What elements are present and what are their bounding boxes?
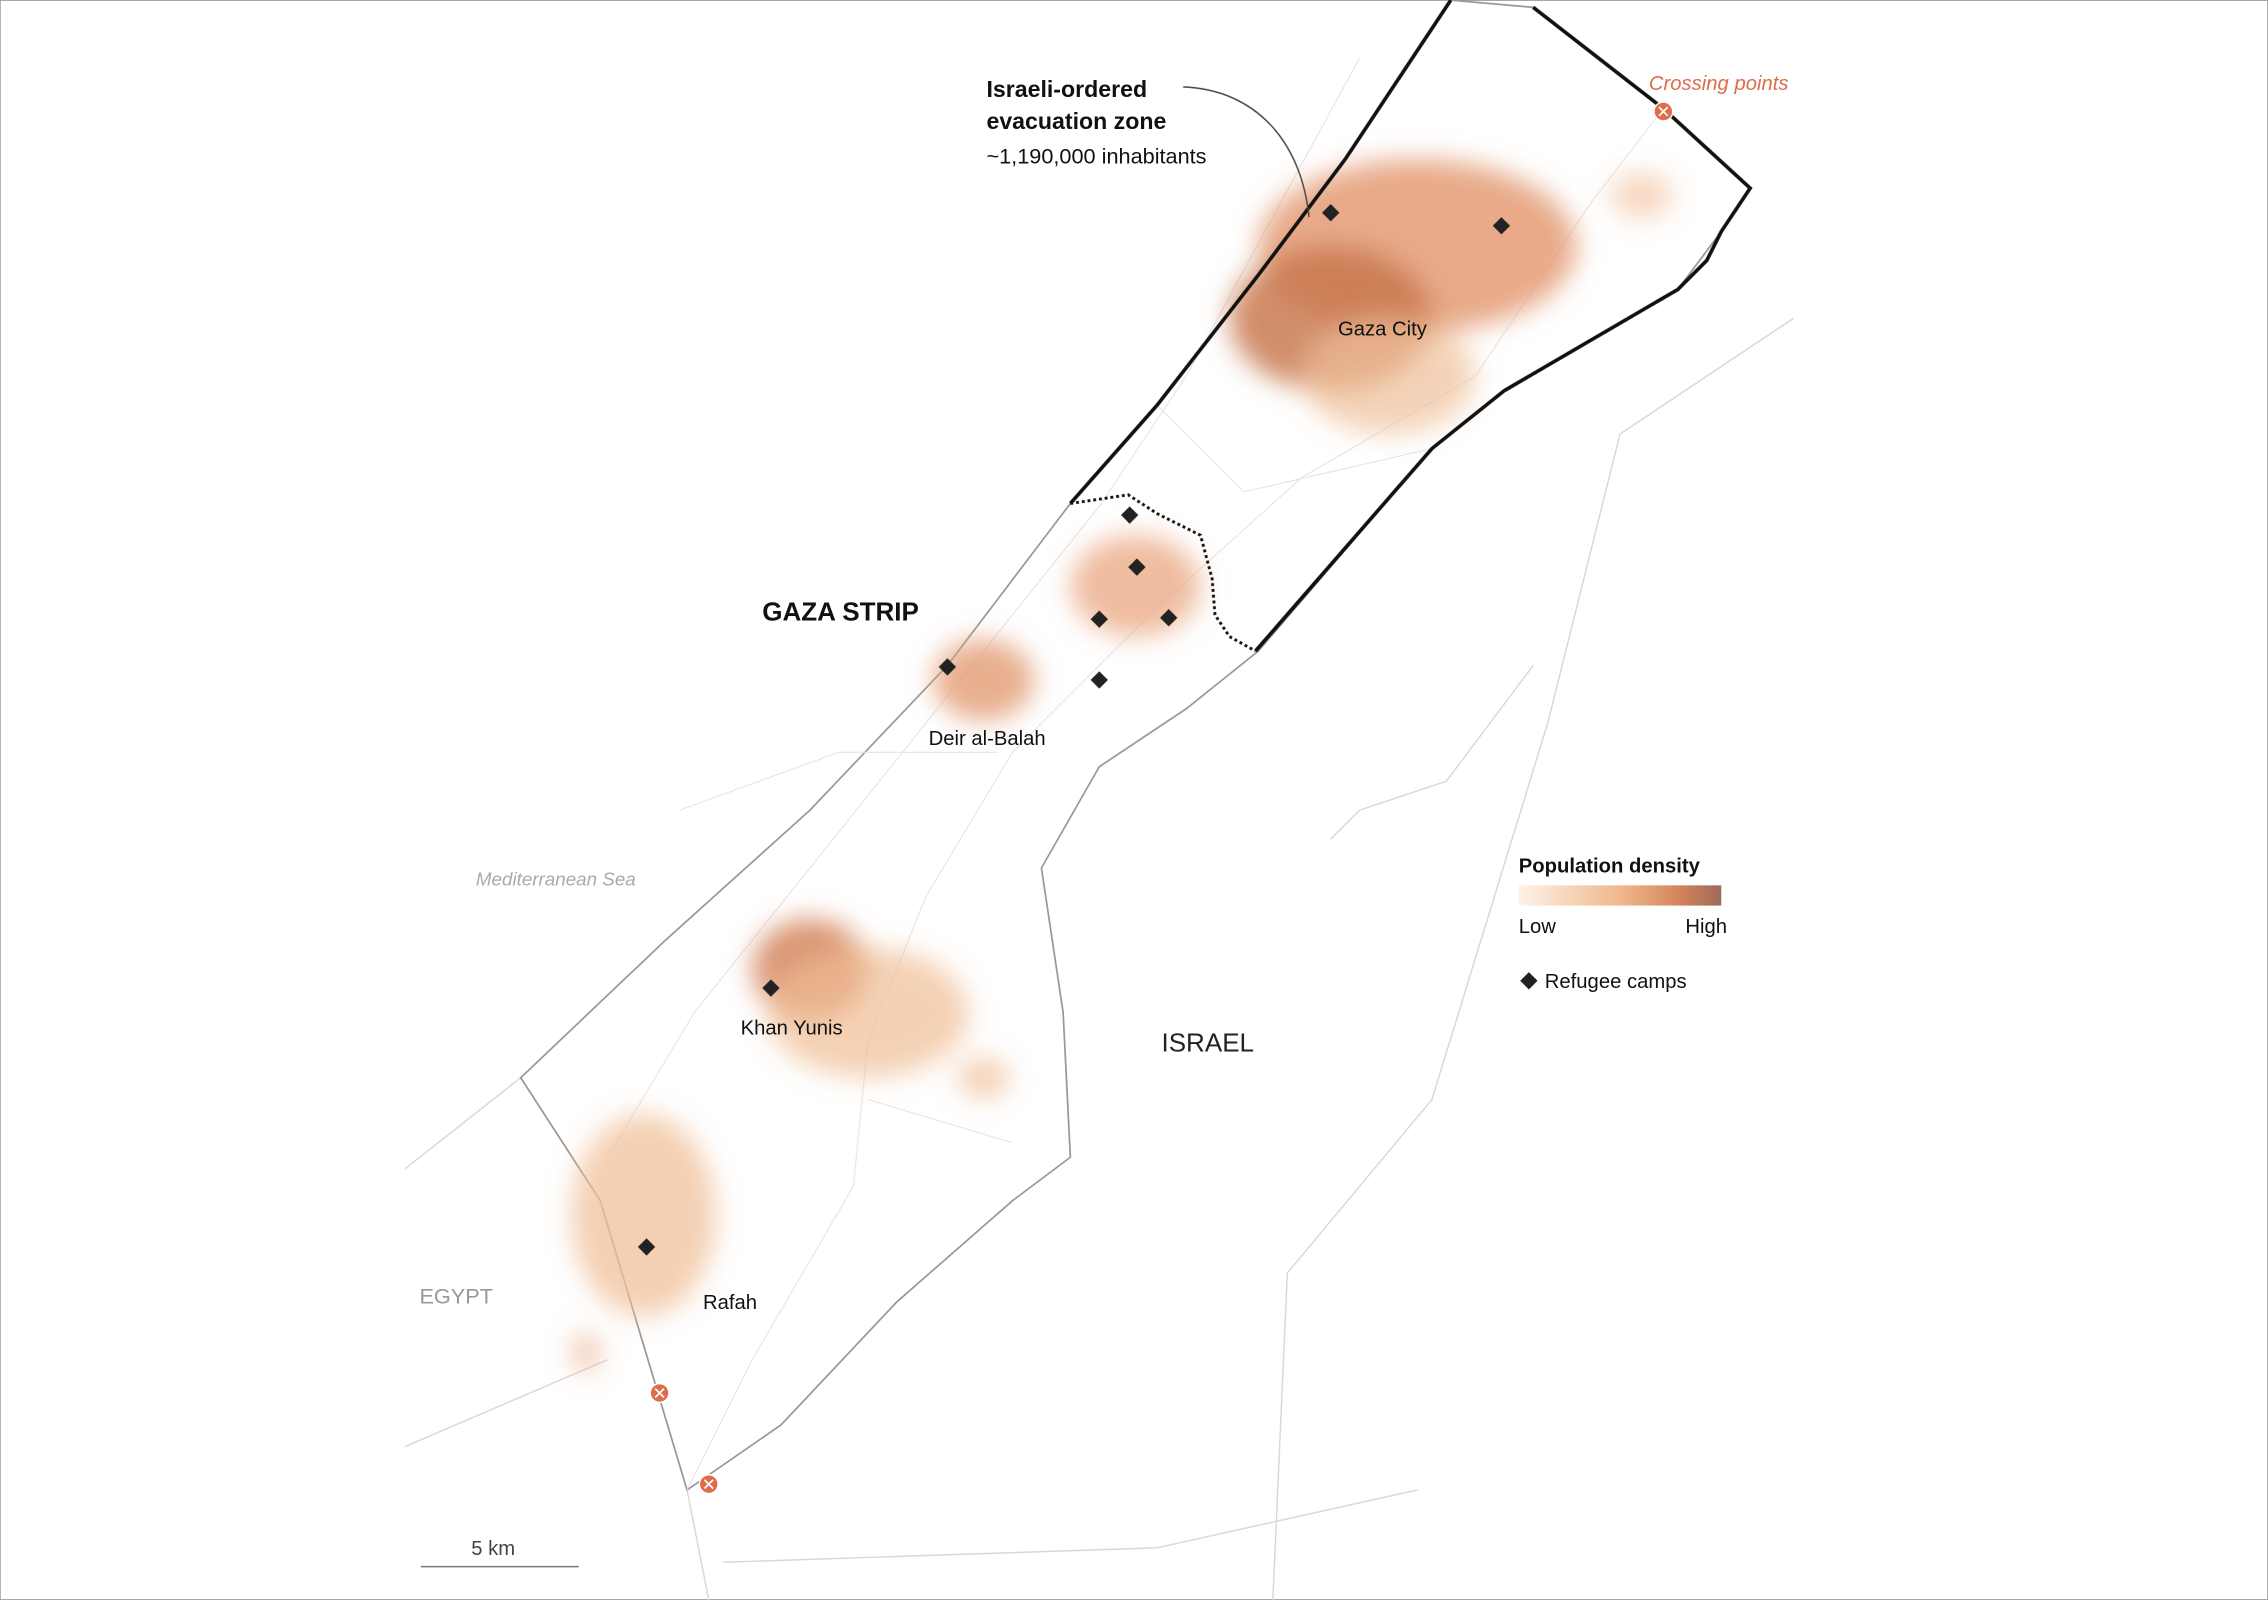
city-label: Khan Yunis	[741, 1017, 843, 1039]
city-label: Deir al-Balah	[929, 728, 1046, 750]
population-density	[571, 159, 1674, 1373]
city-label: Gaza City	[1338, 319, 1428, 341]
legend-title: Population density	[1519, 855, 1701, 877]
city-label: Rafah	[703, 1292, 757, 1314]
region-label: GAZA STRIP	[762, 597, 919, 627]
legend-low: Low	[1519, 916, 1557, 938]
legend-gradient	[1518, 885, 1722, 906]
evacuation-zone-border	[1069, 0, 1453, 505]
scale-label: 5 km	[471, 1538, 515, 1560]
roads	[607, 57, 1664, 1491]
legend-camp-symbol	[1520, 972, 1538, 990]
legend-high: High	[1685, 916, 1727, 938]
background-borders	[404, 317, 1794, 1600]
legend-camps: Refugee camps	[1545, 971, 1687, 993]
evacuation-zone-dotted-border	[1070, 493, 1257, 653]
annotation-title: evacuation zone	[986, 108, 1166, 134]
crossing-label: Crossing points	[1649, 73, 1789, 95]
annotation-title: Israeli-ordered	[986, 76, 1147, 102]
evacuation-zone-border	[1254, 5, 1753, 653]
country-label: ISRAEL	[1161, 1028, 1254, 1058]
country-label: EGYPT	[419, 1283, 493, 1308]
sea-label: Mediterranean Sea	[476, 868, 636, 889]
annotation-subtitle: ~1,190,000 inhabitants	[986, 144, 1206, 169]
annotation-leader	[1183, 86, 1310, 218]
